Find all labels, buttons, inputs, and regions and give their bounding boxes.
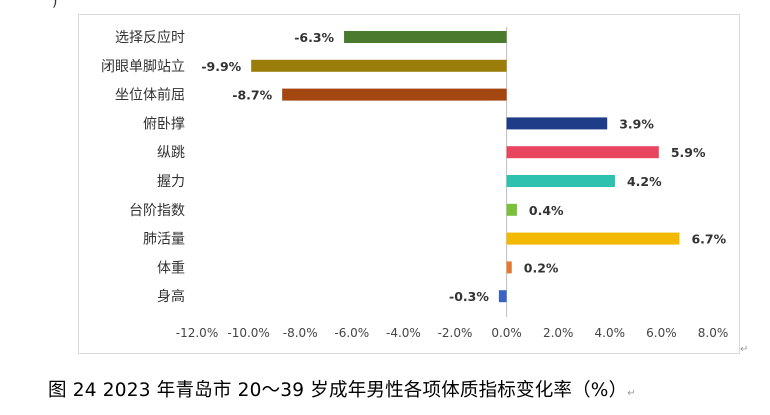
bar [506,232,680,245]
paragraph-mark: ↵ [627,388,636,399]
data-label: 6.7% [691,232,726,247]
data-labels: -6.3% -9.9% -8.7% 3.9% 5.9% 4.2% 0.4% 6.7% 0.2% -… [201,30,726,304]
category-label: 选择反应时 [115,29,185,46]
x-tick-label: 0.0% [491,326,521,340]
data-label: 0.2% [524,260,559,275]
bars [251,31,680,303]
x-tick-label: -10.0% [227,326,269,340]
bar [506,117,608,130]
category-label: 闭眼单脚站立 [101,59,185,75]
category-label: 纵跳 [157,145,185,161]
x-tick-label: -4.0% [386,326,421,340]
data-label: -0.3% [449,289,489,304]
x-tick-label: -8.0% [283,326,318,340]
paragraph-mark: ↵ [740,344,749,355]
data-label: 4.2% [627,174,662,189]
category-label: 台阶指数 [129,203,185,219]
bar [344,31,507,43]
x-tick-label: -12.0% [176,326,218,340]
data-label: -6.3% [294,30,334,45]
x-tick-label: 8.0% [698,326,729,340]
category-label: 肺活量 [143,232,185,248]
x-tick-label: 6.0% [646,326,677,340]
x-tick-label: 4.0% [595,326,626,340]
data-label: 3.9% [619,116,654,131]
top-edge-mark: ) [52,0,58,10]
bar [506,261,512,274]
x-axis-tick-labels: -12.0% -10.0% -8.0% -6.0% -4.0% -2.0% 0.0% 2.0%… [176,326,728,340]
bar [506,175,615,187]
category-label: 坐位体前屈 [115,87,185,104]
data-label: 0.4% [529,203,564,218]
x-tick-label: 2.0% [543,326,574,340]
x-tick-label: -6.0% [334,326,369,340]
x-tick-label: -2.0% [438,326,473,340]
data-label: 5.9% [671,145,706,160]
figure-caption: 图 24 2023 年青岛市 20～39 岁成年男性各项体质指标变化率（%）↵ [48,376,770,402]
category-label: 体重 [157,260,185,276]
bar [282,88,507,101]
bar [506,203,517,216]
bar [506,146,659,159]
data-label: -8.7% [232,88,272,103]
bar [251,59,507,72]
data-label: -9.9% [201,59,241,74]
category-label: 俯卧撑 [143,116,185,132]
caption-text: 图 24 2023 年青岛市 20～39 岁成年男性各项体质指标变化率（%） [48,380,628,401]
category-label: 握力 [157,174,185,190]
bar [498,290,507,303]
category-label: 身高 [157,288,185,305]
chart-frame: 选择反应时闭眼单脚站立坐位体前屈俯卧撑纵跳握力台阶指数肺活量体重身高 -6.3%… [78,14,740,354]
